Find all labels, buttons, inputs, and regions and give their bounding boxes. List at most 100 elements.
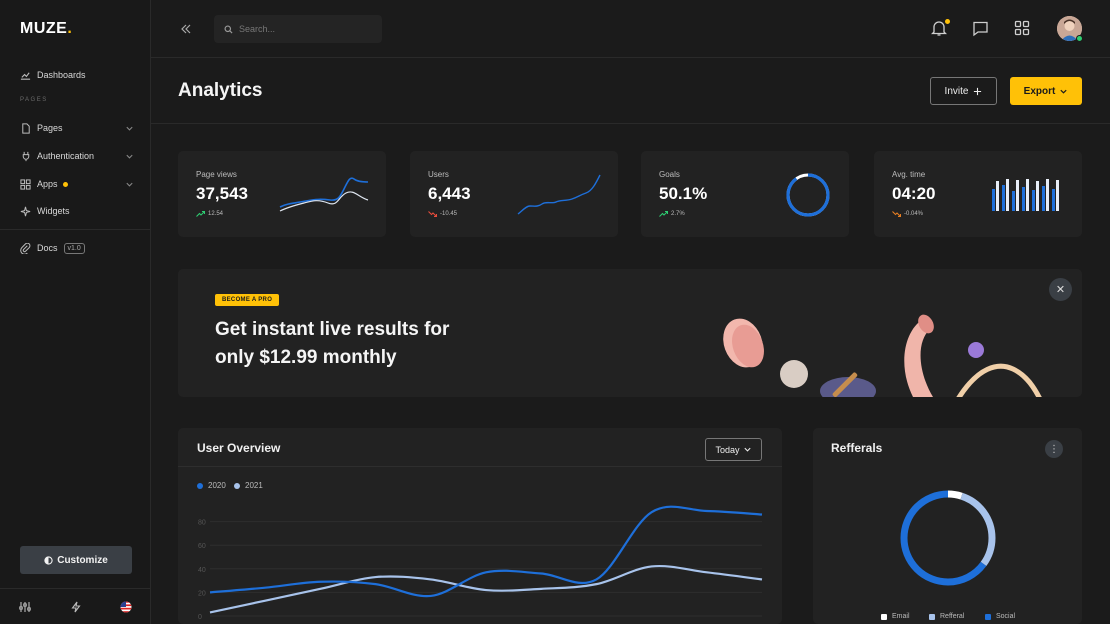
contrast-icon [44,555,53,565]
legend-swatch [985,613,991,620]
search-icon [224,24,233,34]
y-tick-label: 0 [198,614,202,621]
chevron-down-icon[interactable] [125,124,134,133]
legend-swatch [197,482,203,489]
chat-icon[interactable] [972,20,990,38]
stat-label: Avg. time [892,170,926,179]
chevron-down-icon[interactable] [125,180,134,189]
sidebar-item-label: Apps [37,179,58,189]
sliders-icon[interactable] [19,601,31,613]
stat-change-value: -10.45 [440,211,458,217]
legend-swatch [881,613,887,620]
legend-label: Email [892,613,910,620]
chevron-down-icon[interactable] [125,152,134,161]
notification-dot [62,181,68,187]
trend-up-icon [659,211,668,217]
customize-button[interactable]: Customize [20,546,132,574]
stat-label: Page views [196,170,237,179]
legend-item-email: Email [881,613,910,620]
trend-down-icon [428,211,437,217]
promo-price-line: only $12.99 monthly [215,347,397,368]
sidebar-item-label: Dashboards [37,70,86,80]
sidebar-divider [0,229,150,230]
export-button[interactable]: Export [1010,77,1082,105]
logo[interactable]: MUZE. [20,20,72,38]
trend-up-icon [196,211,205,217]
legend-swatch [234,482,240,489]
stat-card-avg-time: Avg. time 04:20 -0.04% [874,151,1082,237]
promo-headline: Get instant live results for [215,319,450,340]
promo-banner: BECOME A PRO Get instant live results fo… [178,269,1082,397]
file-icon [20,122,31,134]
user-overview-card: User Overview Today 2020 2021 0 20 40 60 80 [178,428,782,624]
dashboard-icon [20,70,31,81]
sidebar-item-apps[interactable]: Apps [20,176,134,192]
stat-value: 37,543 [196,184,248,203]
card-divider [178,466,782,467]
avg-time-bars [992,179,1059,211]
user-overview-chart: 0 20 40 60 80 [198,505,763,621]
referrals-card: Refferals ⋮ Email Refferal Social [813,428,1082,624]
legend-label: 2020 [208,481,226,490]
sidebar-section-label: PAGES [20,97,48,103]
legend-label: Refferal [940,613,965,620]
topbar [151,0,1110,58]
legend-item-2020: 2020 [197,481,226,490]
sidebar-item-label: Widgets [37,206,70,216]
collapse-sidebar-icon[interactable] [179,22,193,36]
legend-swatch [929,613,935,620]
stat-change: -0.04% [892,211,923,217]
us-flag-icon[interactable] [120,601,132,613]
sidebar-item-pages[interactable]: Pages [20,120,134,136]
bell-icon[interactable] [931,19,950,38]
y-tick-label: 20 [198,590,206,597]
logo-dot: . [67,20,73,37]
legend-item-social: Social [985,613,1015,620]
date-range-label: Today [715,444,740,455]
stat-value: 04:20 [892,184,936,203]
page-title: Analytics [178,80,263,101]
search-box[interactable] [214,15,382,43]
legend-label: 2021 [245,481,263,490]
sparkle-icon [20,206,31,217]
legend-item-2021: 2021 [234,481,263,490]
close-icon[interactable]: ✕ [1049,278,1072,301]
referrals-donut-chart [900,490,996,586]
user-overview-title: User Overview [197,441,281,455]
sidebar: MUZE. Dashboards PAGES Pages Authenticat… [0,0,151,624]
sidebar-footer [0,588,150,624]
sidebar-item-label: Pages [37,123,63,133]
stat-change: -10.45 [428,211,457,217]
sidebar-item-authentication[interactable]: Authentication [20,148,134,164]
stat-change-value: 2.7% [671,211,685,217]
customize-label: Customize [57,554,108,566]
promo-3d-illustration [723,314,1042,397]
apps-grid-icon[interactable] [1014,20,1032,38]
invite-button[interactable]: Invite [930,77,997,105]
more-options-icon[interactable]: ⋮ [1045,440,1063,458]
promo-badge: BECOME A PRO [215,294,280,306]
plus-icon [974,87,982,95]
y-tick-label: 80 [198,520,206,527]
bolt-icon[interactable] [70,601,82,613]
chevron-down-icon [743,447,751,452]
notification-dot [945,19,950,24]
sidebar-item-widgets[interactable]: Widgets [20,203,134,219]
page-views-sparkline [279,177,369,212]
series-line-2020 [209,505,763,598]
plug-icon [20,151,31,162]
date-range-select[interactable]: Today [705,438,762,461]
stat-label: Users [428,170,449,179]
search-input[interactable] [239,24,369,34]
sidebar-item-docs[interactable]: Docs v1.0 [20,240,134,256]
legend-item-refferal: Refferal [929,613,964,620]
sidebar-item-dashboards[interactable]: Dashboards [20,67,134,83]
goals-progress-arc [786,173,830,217]
users-sparkline [517,174,601,215]
stat-change-value: -0.04% [904,211,924,217]
series-line-2021 [209,564,763,614]
export-label: Export [1023,85,1056,97]
stat-card-goals: Goals 50.1% 2.7% [641,151,849,237]
paperclip-icon [20,242,31,254]
stat-change-value: 12.54 [208,211,224,217]
